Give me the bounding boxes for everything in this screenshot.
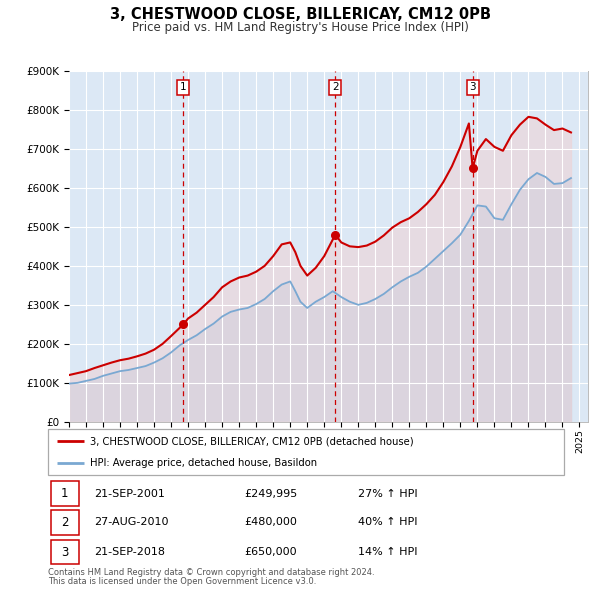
Text: 3, CHESTWOOD CLOSE, BILLERICAY, CM12 0PB: 3, CHESTWOOD CLOSE, BILLERICAY, CM12 0PB bbox=[110, 7, 491, 22]
Text: 1: 1 bbox=[61, 487, 68, 500]
Text: £249,995: £249,995 bbox=[244, 489, 298, 499]
Text: Contains HM Land Registry data © Crown copyright and database right 2024.: Contains HM Land Registry data © Crown c… bbox=[48, 568, 374, 576]
Text: 2: 2 bbox=[332, 82, 338, 92]
Text: £480,000: £480,000 bbox=[244, 517, 297, 527]
Text: This data is licensed under the Open Government Licence v3.0.: This data is licensed under the Open Gov… bbox=[48, 577, 316, 586]
Text: 14% ↑ HPI: 14% ↑ HPI bbox=[358, 547, 417, 557]
Text: 3: 3 bbox=[469, 82, 476, 92]
Text: 40% ↑ HPI: 40% ↑ HPI bbox=[358, 517, 417, 527]
Text: Price paid vs. HM Land Registry's House Price Index (HPI): Price paid vs. HM Land Registry's House … bbox=[131, 21, 469, 34]
Text: £650,000: £650,000 bbox=[244, 547, 297, 557]
FancyBboxPatch shape bbox=[48, 429, 564, 475]
Text: 27-AUG-2010: 27-AUG-2010 bbox=[94, 517, 169, 527]
Text: 3, CHESTWOOD CLOSE, BILLERICAY, CM12 0PB (detached house): 3, CHESTWOOD CLOSE, BILLERICAY, CM12 0PB… bbox=[91, 437, 414, 447]
Text: 1: 1 bbox=[180, 82, 187, 92]
Text: 21-SEP-2018: 21-SEP-2018 bbox=[94, 547, 166, 557]
Text: 3: 3 bbox=[61, 546, 68, 559]
Text: 21-SEP-2001: 21-SEP-2001 bbox=[94, 489, 166, 499]
FancyBboxPatch shape bbox=[50, 540, 79, 564]
Text: 27% ↑ HPI: 27% ↑ HPI bbox=[358, 489, 417, 499]
Text: HPI: Average price, detached house, Basildon: HPI: Average price, detached house, Basi… bbox=[91, 457, 317, 467]
FancyBboxPatch shape bbox=[50, 481, 79, 506]
Text: 2: 2 bbox=[61, 516, 68, 529]
FancyBboxPatch shape bbox=[50, 510, 79, 535]
